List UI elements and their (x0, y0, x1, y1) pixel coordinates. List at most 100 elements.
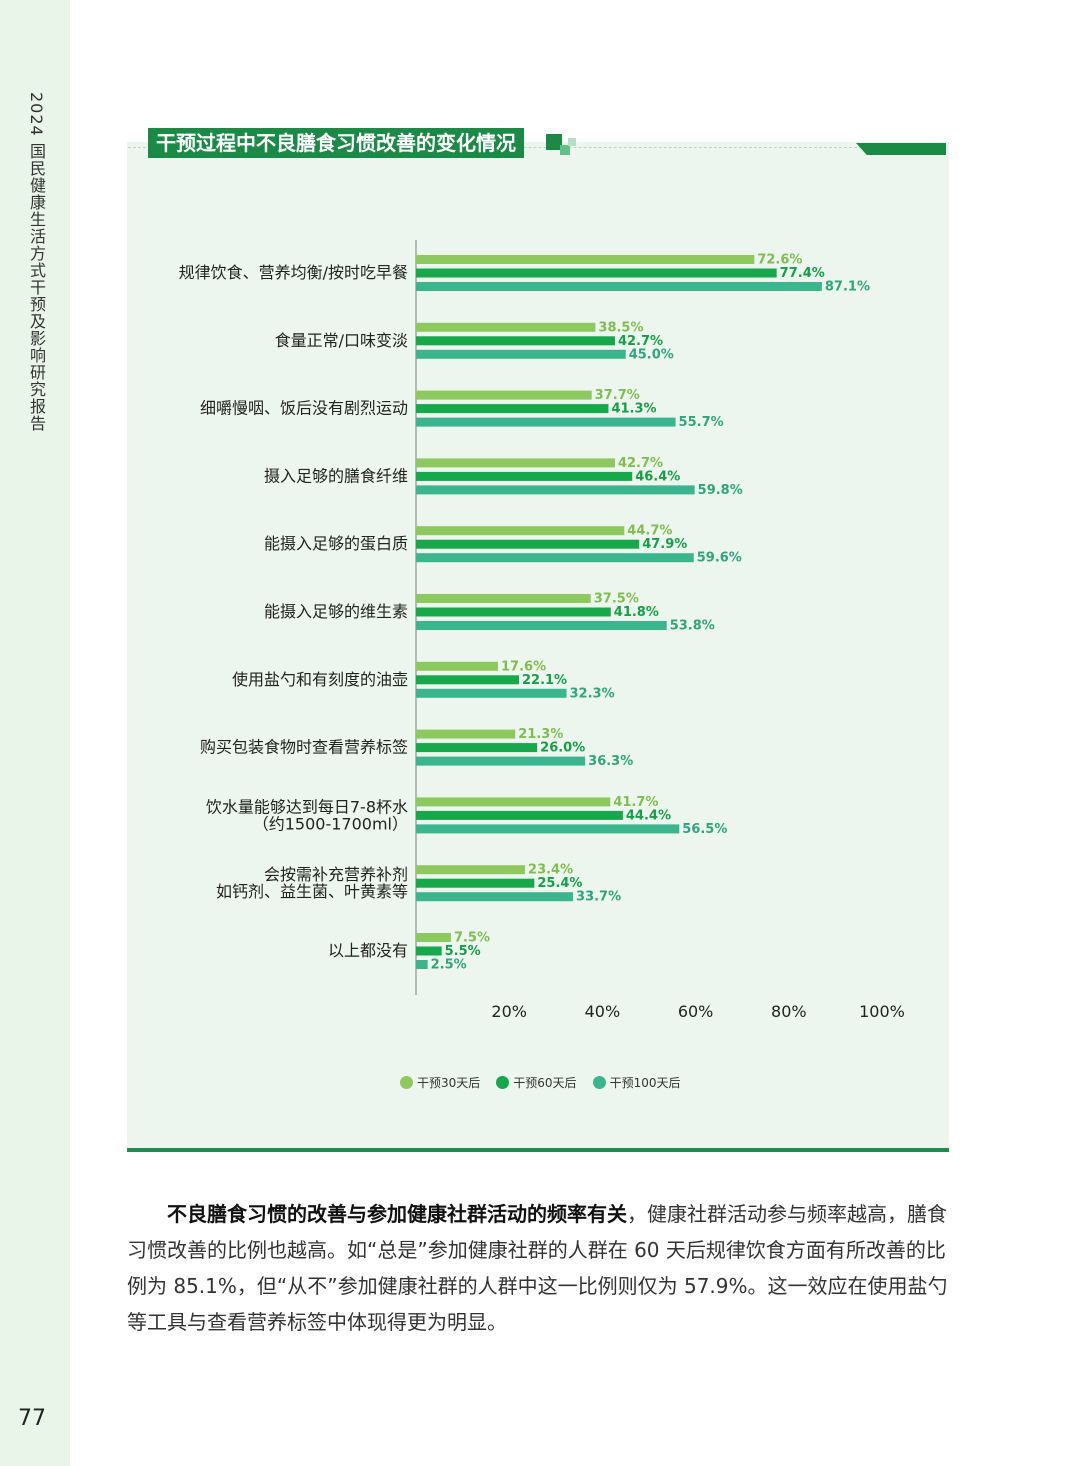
bar-60 (416, 675, 519, 685)
data-label: 38.5% (598, 320, 643, 335)
bar-30 (416, 865, 526, 875)
category-label: 摄入足够的膳食纤维 (264, 466, 408, 485)
bar-30 (416, 661, 499, 671)
category-label: 购买包装食物时查看营养标签 (200, 738, 408, 757)
page-number: 77 (18, 1406, 46, 1431)
chart-panel (127, 142, 949, 1150)
bar-100 (416, 349, 626, 359)
bar-100 (416, 417, 676, 427)
category-label: （约1500-1700ml） (253, 814, 408, 833)
x-tick-label: 20% (491, 1002, 527, 1021)
data-label: 42.7% (618, 456, 663, 471)
bar-60 (416, 607, 611, 617)
decorative-square (568, 138, 576, 146)
data-label: 44.7% (627, 524, 672, 539)
bar-60 (416, 878, 535, 888)
data-label: 26.0% (540, 741, 585, 756)
legend-label-100: 干预100天后 (609, 1076, 681, 1090)
bar-30 (416, 255, 755, 264)
x-tick-label: 100% (859, 1002, 905, 1021)
data-label: 22.1% (522, 673, 567, 688)
category-label: 会按需补充营养补剂 (264, 865, 408, 884)
data-label: 17.6% (501, 659, 546, 674)
bar-30 (416, 390, 592, 400)
body-paragraph-text: ，健康社群活动参与频率越高，膳食习惯改善的比例也越高。如“总是”参加健康社群的人… (127, 1202, 948, 1334)
bar-30 (416, 594, 591, 603)
category-label: 能摄入足够的蛋白质 (264, 534, 408, 553)
legend-item-60: 干预60天后 (496, 1074, 577, 1091)
legend-dot-60 (496, 1076, 510, 1089)
data-label: 41.8% (614, 605, 659, 620)
bar-100 (416, 688, 567, 698)
data-label: 21.3% (518, 727, 563, 742)
body-paragraph: 不良膳食习惯的改善与参加健康社群活动的频率有关，健康社群活动参与频率越高，膳食习… (127, 1196, 953, 1340)
data-label: 37.5% (594, 592, 639, 607)
bar-60 (416, 268, 777, 278)
data-label: 5.5% (445, 944, 481, 959)
bar-60 (416, 810, 623, 820)
data-label: 25.4% (537, 876, 582, 891)
decorative-square (560, 145, 570, 155)
x-tick-label: 80% (771, 1002, 807, 1021)
data-label: 53.8% (670, 619, 715, 634)
data-label: 36.3% (588, 754, 633, 769)
bar-60 (416, 336, 615, 346)
category-label: 饮水量能够达到每日7-8杯水 (206, 797, 408, 816)
data-label: 59.8% (698, 483, 743, 498)
data-label: 32.3% (570, 686, 615, 701)
bar-100 (416, 756, 586, 766)
chart-title: 干预过程中不良膳食习惯改善的变化情况 (148, 128, 524, 158)
data-label: 33.7% (576, 890, 621, 905)
decorative-square (546, 134, 562, 150)
bar-100 (416, 485, 695, 495)
legend-label-60: 干预60天后 (513, 1076, 577, 1090)
bar-60 (416, 539, 640, 549)
bar-100 (416, 553, 694, 563)
category-label: 食量正常/口味变淡 (275, 331, 408, 350)
data-label: 7.5% (454, 931, 490, 946)
category-label: 使用盐勺和有刻度的油壶 (232, 670, 408, 689)
bar-60 (416, 471, 633, 481)
x-tick-label: 40% (585, 1002, 621, 1021)
bar-30 (416, 729, 516, 739)
body-paragraph-bold: 不良膳食习惯的改善与参加健康社群活动的频率有关 (167, 1202, 627, 1226)
bar-60 (416, 946, 442, 956)
bar-100 (416, 824, 680, 834)
data-label: 87.1% (825, 280, 870, 295)
data-label: 59.6% (697, 551, 742, 566)
bar-100 (416, 960, 428, 969)
data-label: 46.4% (635, 469, 680, 484)
chart-legend: 干预30天后 干预60天后 干预100天后 (400, 1074, 680, 1091)
data-label: 45.0% (629, 347, 674, 362)
data-label: 2.5% (431, 958, 467, 973)
category-label: 以上都没有 (328, 941, 408, 960)
data-label: 44.4% (626, 808, 671, 823)
bar-30 (416, 933, 451, 942)
category-label: 规律饮食、营养均衡/按时吃早餐 (179, 263, 408, 282)
bar-60 (416, 743, 538, 753)
x-tick-label: 60% (678, 1002, 714, 1021)
data-label: 56.5% (682, 822, 727, 837)
bar-30 (416, 322, 596, 332)
legend-item-100: 干预100天后 (592, 1074, 681, 1091)
category-label: 如钙剂、益生菌、叶黄素等 (216, 882, 408, 901)
report-title-vertical: 2024 国民健康生活方式干预及影响研究报告 (27, 92, 46, 432)
legend-item-30: 干预30天后 (400, 1074, 480, 1091)
data-label: 37.7% (595, 388, 640, 403)
data-label: 41.3% (611, 402, 656, 417)
bar-30 (416, 458, 615, 468)
data-label: 41.7% (613, 795, 658, 810)
data-label: 77.4% (780, 266, 825, 281)
bar-30 (416, 526, 625, 536)
side-strip (0, 0, 70, 1466)
bar-100 (416, 282, 822, 291)
legend-dot-100 (592, 1076, 606, 1089)
data-label: 55.7% (679, 415, 724, 430)
panel-bottom-line (127, 1148, 949, 1152)
bar-30 (416, 797, 611, 807)
data-label: 47.9% (642, 537, 687, 552)
bar-100 (416, 892, 574, 902)
data-label: 42.7% (618, 334, 663, 349)
category-label: 能摄入足够的维生素 (264, 602, 408, 621)
